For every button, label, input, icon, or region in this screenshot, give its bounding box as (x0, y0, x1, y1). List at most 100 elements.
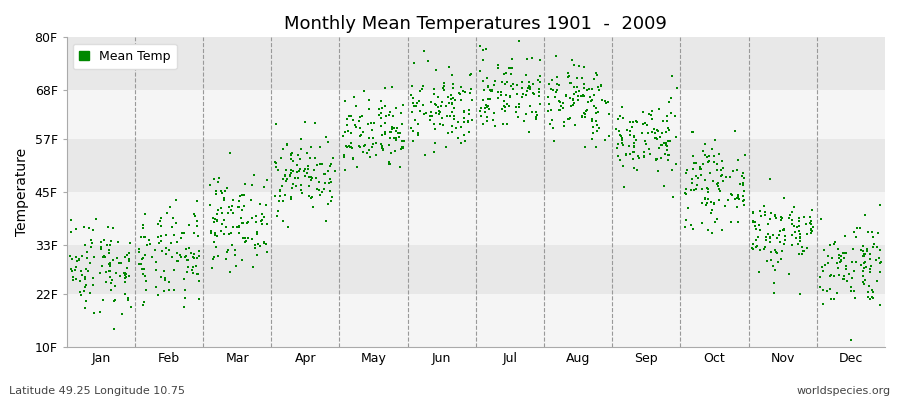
Point (623, 151, 637, 157)
Point (549, 89, 563, 95)
Point (642, 110, 656, 117)
Point (662, 127, 676, 134)
Point (857, 264, 871, 271)
Point (616, 142, 630, 148)
Point (804, 218, 818, 224)
Point (355, 132, 369, 138)
Point (698, 177, 712, 184)
Point (185, 264, 200, 270)
Point (752, 234, 766, 240)
Point (497, 103, 511, 109)
Point (785, 208, 799, 215)
Point (102, 250, 116, 256)
Point (505, 65, 519, 72)
Point (252, 243, 266, 249)
Point (613, 157, 627, 164)
Point (164, 240, 178, 246)
Point (685, 176, 699, 182)
Point (795, 250, 809, 257)
Point (416, 83, 430, 89)
Point (654, 142, 669, 148)
Point (382, 109, 397, 115)
Point (666, 194, 680, 200)
Point (352, 117, 366, 124)
Point (306, 166, 320, 173)
Point (99, 269, 113, 276)
Point (545, 117, 560, 123)
Point (273, 187, 287, 194)
Point (806, 223, 820, 230)
Point (562, 95, 577, 101)
Point (174, 254, 188, 260)
Point (506, 81, 520, 88)
Point (173, 252, 187, 258)
Point (863, 269, 878, 276)
Point (285, 168, 300, 174)
Point (98, 279, 112, 286)
Point (576, 93, 590, 100)
Point (131, 249, 146, 256)
Point (518, 111, 533, 118)
Point (575, 114, 590, 120)
Point (698, 140, 712, 147)
Point (85, 239, 99, 246)
Point (238, 239, 252, 245)
Point (220, 184, 234, 191)
Point (833, 258, 848, 264)
Point (862, 295, 877, 302)
Point (565, 57, 580, 64)
Point (710, 167, 724, 174)
Point (585, 136, 599, 142)
Point (353, 144, 367, 151)
Point (823, 273, 837, 280)
Point (253, 201, 267, 208)
Point (375, 146, 390, 152)
Point (785, 217, 799, 223)
Point (561, 115, 575, 122)
Point (844, 284, 859, 290)
Point (804, 230, 818, 236)
Point (662, 138, 676, 144)
Point (757, 203, 771, 209)
Point (166, 231, 181, 238)
Point (657, 140, 671, 146)
Point (804, 227, 818, 234)
Point (445, 96, 459, 102)
Point (619, 150, 634, 157)
Point (766, 232, 780, 238)
Point (575, 112, 590, 119)
Point (705, 207, 719, 214)
Point (210, 218, 224, 224)
Point (714, 173, 728, 179)
Point (364, 120, 378, 127)
Point (698, 196, 712, 202)
Point (446, 113, 461, 119)
Point (324, 178, 338, 185)
Point (80, 255, 94, 261)
Point (136, 271, 150, 277)
Point (762, 234, 777, 240)
Point (223, 230, 238, 236)
Point (83, 290, 97, 296)
Point (364, 127, 379, 134)
Point (649, 157, 663, 164)
Point (549, 74, 563, 80)
Point (438, 144, 453, 151)
Point (589, 105, 603, 111)
Point (659, 141, 673, 148)
Y-axis label: Temperature: Temperature (15, 148, 29, 236)
Point (728, 196, 742, 202)
Point (694, 172, 708, 178)
Point (74, 268, 88, 274)
Point (462, 129, 476, 135)
Point (868, 256, 883, 263)
Point (410, 121, 425, 127)
Point (451, 135, 465, 141)
Point (326, 155, 340, 161)
Point (585, 97, 599, 104)
Point (103, 242, 117, 248)
Point (576, 85, 590, 91)
Point (206, 239, 220, 246)
Point (821, 260, 835, 266)
Point (565, 102, 580, 108)
